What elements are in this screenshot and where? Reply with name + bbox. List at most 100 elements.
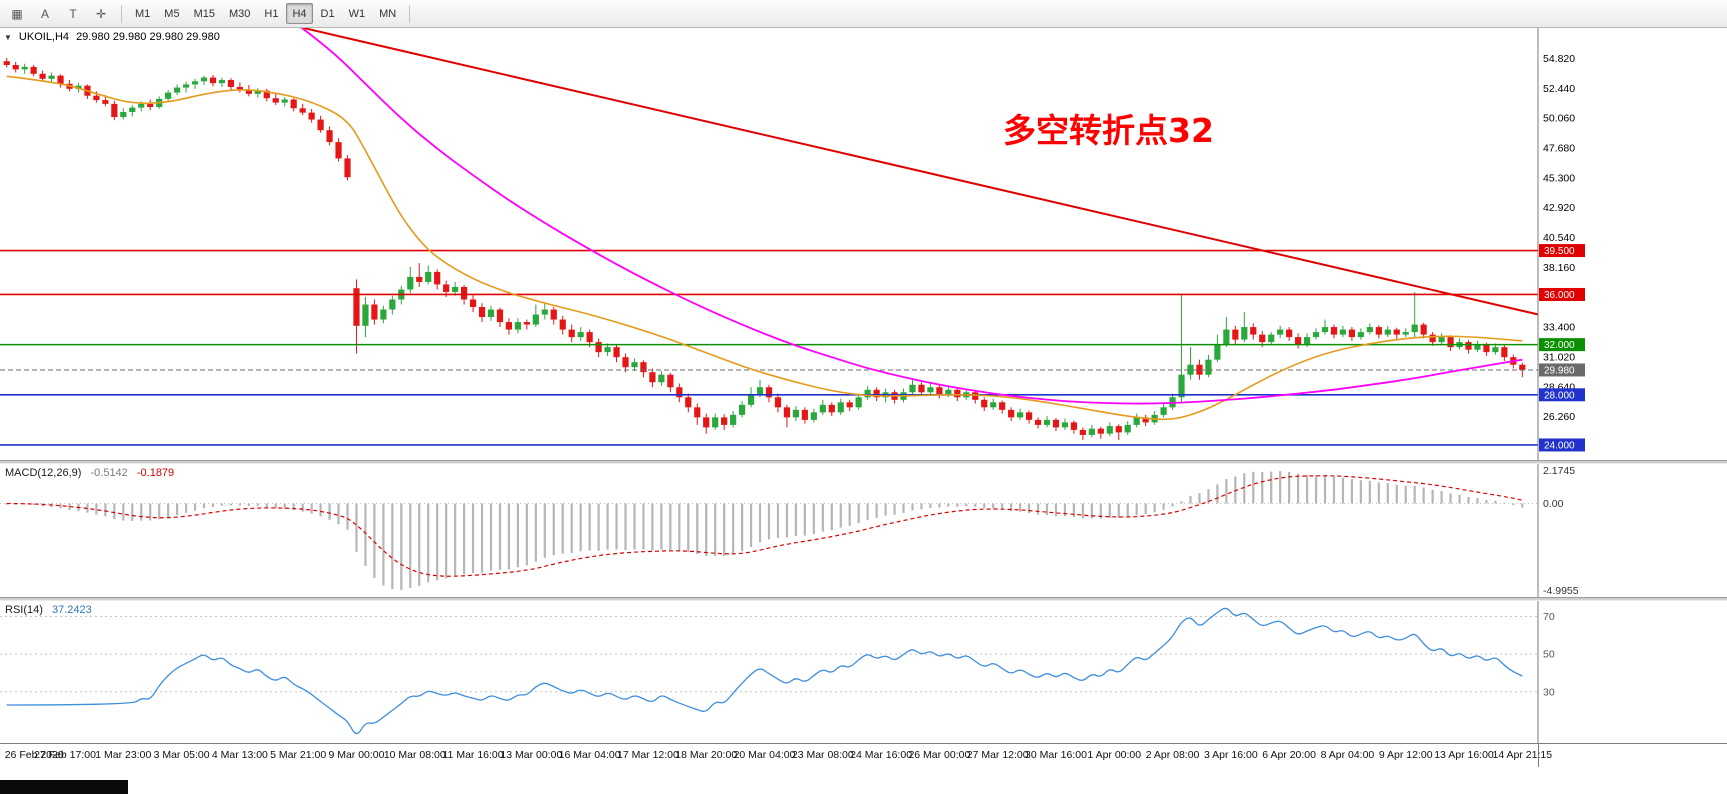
candle-up: [631, 362, 638, 368]
time-axis-label: 3 Apr 16:00: [1203, 749, 1258, 761]
plot-area: [0, 28, 1538, 446]
rsi-level-label: 30: [1543, 686, 1555, 698]
time-axis-label: 24 Mar 16:00: [850, 749, 913, 761]
crosshair-button[interactable]: ✛: [95, 6, 107, 21]
macd-header: MACD(12,26,9) -0.5142 -0.1879: [5, 467, 174, 479]
candle-down: [1519, 364, 1526, 370]
candle-down: [622, 357, 629, 368]
candle-up: [837, 402, 844, 413]
price-tick-label: 45.300: [1543, 172, 1575, 184]
candles-series: [3, 58, 1526, 440]
timeframe-button-M15[interactable]: M15: [193, 7, 215, 20]
price-tick-label: 42.920: [1543, 202, 1575, 214]
candle-down: [335, 142, 342, 159]
bottom-margin: [0, 767, 1727, 794]
candle-up: [452, 286, 459, 292]
candle-up: [1384, 329, 1391, 335]
candle-down: [1295, 337, 1302, 345]
charts-grid-icon[interactable]: ▦: [11, 6, 23, 21]
time-axis-label: 6 Apr 20:00: [1262, 749, 1316, 761]
timeframe-button-M5[interactable]: M5: [164, 7, 180, 20]
candle-up: [1492, 347, 1499, 353]
candle-down: [972, 392, 979, 400]
macd-histogram: [5, 471, 1524, 590]
candle-down: [1420, 324, 1427, 335]
time-axis-label: 3 Mar 05:00: [153, 749, 210, 761]
candle-down: [765, 387, 773, 398]
macd-signal-value: -0.1879: [136, 467, 175, 479]
candle-down: [801, 409, 808, 420]
candle-down: [783, 407, 791, 418]
annotation-a-button[interactable]: A: [40, 6, 49, 21]
candle-up: [864, 389, 871, 398]
candle-down: [999, 402, 1006, 410]
candle-down: [326, 130, 333, 143]
main-chart-panel[interactable]: 54.820 52.440 50.060 47.680 45.300 42.920 40.5…: [0, 28, 1727, 460]
candle-up: [362, 304, 369, 326]
price-line-badge: [1539, 363, 1585, 377]
candle-up: [514, 322, 521, 330]
candle-up: [165, 92, 172, 99]
candle-up: [182, 84, 190, 88]
time-axis-label: 11 Mar 16:00: [442, 749, 504, 761]
price-line-badge: [1539, 338, 1585, 352]
candle-up: [730, 414, 737, 425]
candle-down: [640, 362, 647, 373]
price-tick-label: 31.020: [1543, 351, 1575, 363]
candle-down: [828, 404, 835, 413]
timeframe-button-W1[interactable]: W1: [348, 7, 366, 20]
candle-up: [1438, 337, 1445, 343]
price-chart-canvas[interactable]: 54.820 52.440 50.060 47.680 45.300 42.920 40.5…: [0, 28, 1727, 460]
macd-canvas[interactable]: 2.1745 0.00 -4.9955: [0, 464, 1727, 597]
candle-down: [954, 389, 961, 398]
price-line-badge-text: 39.500: [1544, 246, 1575, 257]
rsi-canvas[interactable]: 70 50 30: [0, 601, 1727, 743]
macd-scale-min: -4.9955: [1543, 585, 1579, 597]
time-axis-label: 14 Apr 21:15: [1492, 749, 1553, 761]
timeframe-button-H1[interactable]: H1: [264, 7, 279, 20]
candle-down: [1115, 426, 1122, 433]
candle-down: [667, 374, 674, 388]
candle-down: [344, 158, 351, 178]
candle-up: [541, 309, 548, 315]
time-axis-label: 10 Mar 08:00: [383, 749, 446, 761]
candle-up: [658, 374, 665, 383]
candle-up: [425, 271, 432, 282]
rsi-header: RSI(14) 37.2423: [5, 604, 92, 616]
time-axis[interactable]: 26 Feb 2020 27 Feb 17:00 1 Mar 23:00 3 Mar …: [0, 743, 1727, 767]
candle-down: [227, 80, 235, 87]
timeframe-button-MN[interactable]: MN: [379, 7, 397, 20]
timeframe-button-M1[interactable]: M1: [135, 7, 151, 20]
candle-down: [478, 307, 486, 318]
candle-up: [200, 77, 208, 82]
price-tick-label: 47.680: [1543, 143, 1575, 155]
macd-scale-zero: 0.00: [1543, 498, 1564, 510]
time-axis-label: 4 Mar 13:00: [211, 749, 268, 761]
chart-dropdown-icon[interactable]: ▼: [4, 32, 12, 42]
candle-up: [1241, 327, 1248, 340]
rsi-panel[interactable]: 70 50 30 RSI(14) 37.2423: [0, 601, 1727, 743]
candle-down: [1250, 327, 1257, 335]
candle-up: [254, 90, 261, 94]
text-tool-button[interactable]: T: [69, 6, 77, 21]
timeframe-button-H4[interactable]: H4: [286, 3, 313, 24]
macd-panel[interactable]: 2.1745 0.00 -4.9955 MACD(12,26,9) -0.5142 …: [0, 464, 1727, 597]
candle-up: [380, 309, 387, 320]
candle-up: [1124, 424, 1131, 433]
candle-up: [604, 347, 611, 353]
timeframe-button-M30[interactable]: M30: [228, 7, 251, 20]
candle-up: [174, 87, 181, 93]
time-axis-label: 23 Mar 08:00: [791, 749, 854, 761]
time-axis-label: 9 Mar 00:00: [328, 749, 385, 761]
candle-up: [819, 404, 826, 413]
ma-orange-line: [6, 75, 1523, 421]
candle-up: [1303, 337, 1311, 345]
time-axis-label: 1 Mar 23:00: [95, 749, 152, 761]
panel-splitter-macd[interactable]: [0, 460, 1727, 464]
timeframe-button-D1[interactable]: D1: [320, 7, 335, 20]
time-axis-label: 9 Apr 12:00: [1378, 749, 1433, 761]
panel-splitter-rsi[interactable]: [0, 597, 1727, 601]
toolbar-separator: [409, 4, 411, 23]
price-line-badge: [1539, 287, 1585, 301]
candle-down: [1483, 344, 1490, 353]
